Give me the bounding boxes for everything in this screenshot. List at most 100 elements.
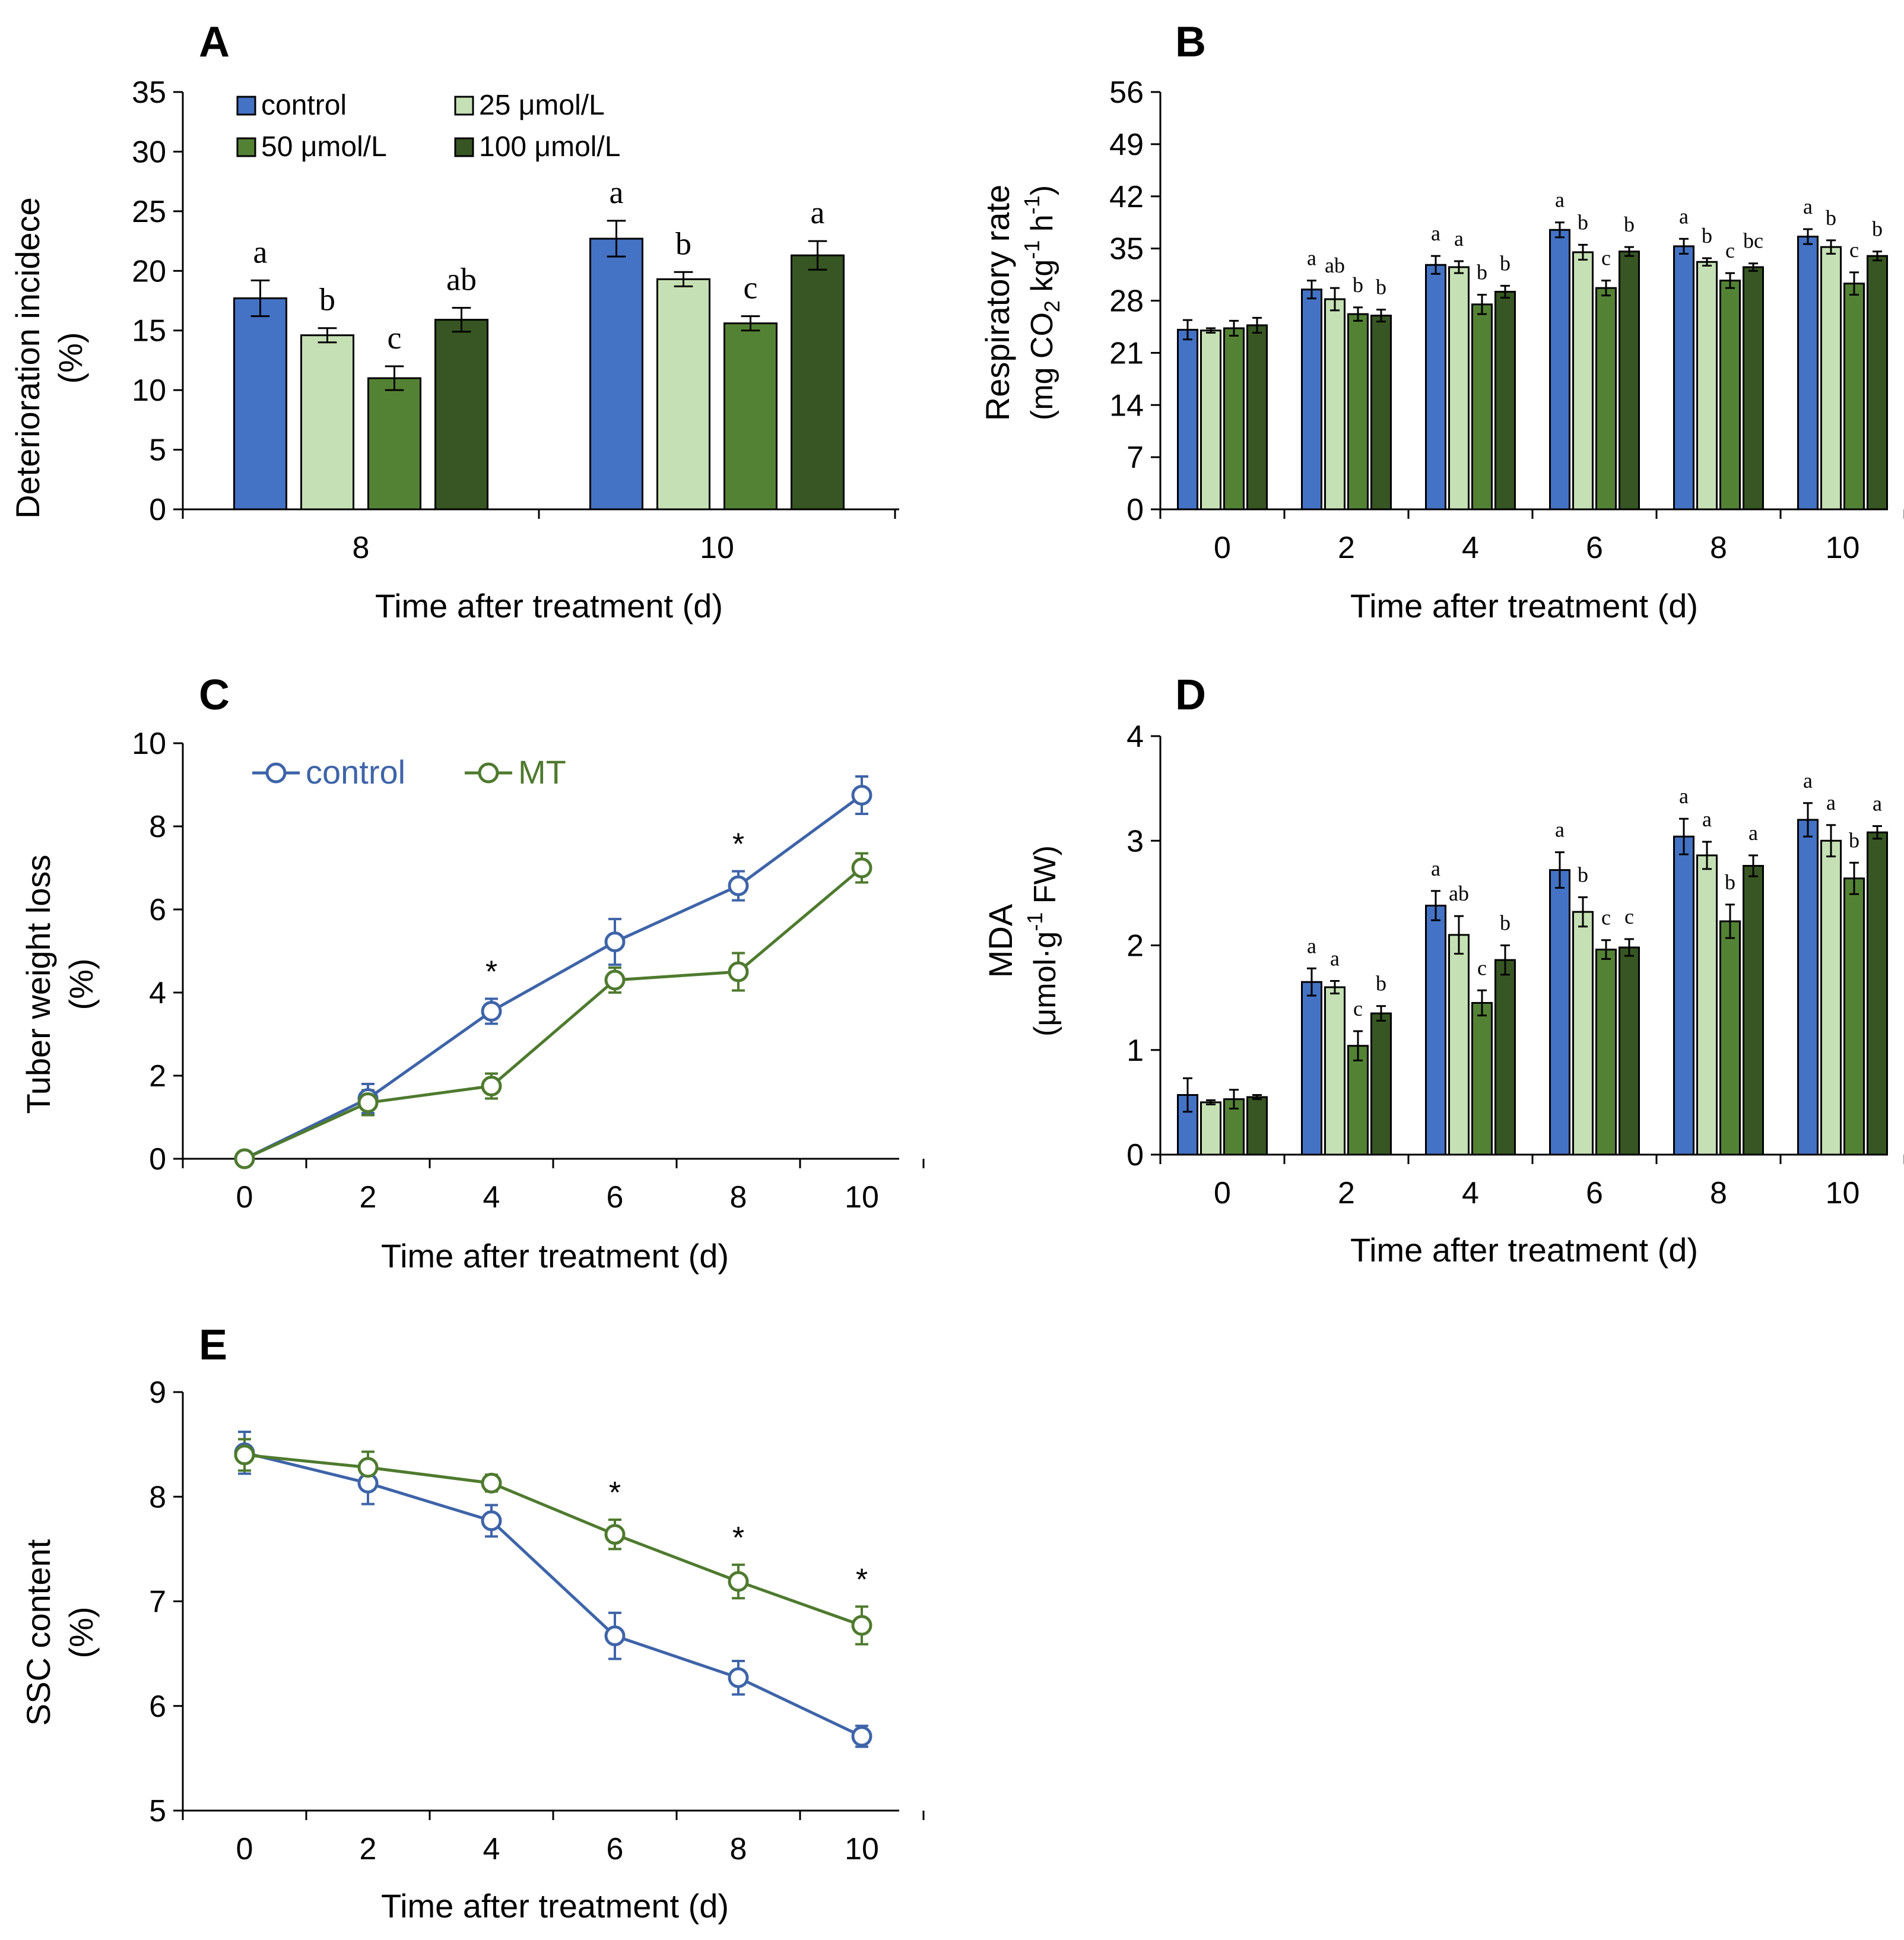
bar <box>1619 946 1640 1156</box>
bar <box>1324 298 1346 511</box>
bar <box>1696 854 1718 1156</box>
y-tick-label: 35 <box>1109 232 1144 267</box>
y-tick-label: 7 <box>1126 440 1144 475</box>
bar <box>791 254 845 511</box>
y-tick-label: 21 <box>1109 336 1144 370</box>
bar <box>1572 251 1594 511</box>
bar <box>1673 245 1694 511</box>
y-tick-label: 42 <box>1109 180 1144 214</box>
x-tick-label: 6 <box>607 1180 624 1215</box>
y-tick-label: 10 <box>132 727 166 761</box>
y-tick-label: 25 <box>132 195 166 229</box>
panel-c-legend: control MT <box>252 753 566 791</box>
significance-letter: ab <box>1325 253 1345 277</box>
significance-letter: b <box>1477 260 1487 284</box>
bar <box>434 319 488 511</box>
y-tick-label: 30 <box>132 135 166 169</box>
significance-letter: a <box>1702 807 1712 831</box>
panel-b-label: B <box>1175 18 1206 66</box>
bar <box>233 297 287 511</box>
significance-letter: a <box>1555 188 1565 212</box>
legend-swatch-100 <box>454 137 474 157</box>
data-point-control <box>604 931 626 953</box>
data-point-mt <box>234 1148 255 1169</box>
bar <box>1843 283 1865 511</box>
data-point-control <box>481 1510 502 1532</box>
data-point-mt <box>604 969 626 991</box>
panel-c-label: C <box>199 671 230 719</box>
bar <box>1177 328 1198 511</box>
y-tick-label: 20 <box>132 254 166 289</box>
data-point-mt <box>234 1444 255 1466</box>
significance-letter: a <box>1431 221 1440 245</box>
bar <box>1347 1045 1369 1156</box>
panel-d-ylabel-post: FW) <box>1028 845 1062 912</box>
panel-d-label: D <box>1175 671 1206 719</box>
bar <box>1820 246 1842 511</box>
panel-d-ylabel-line1: MDA <box>982 904 1019 978</box>
bar <box>1301 289 1322 511</box>
significance-letter: c <box>1477 956 1487 979</box>
panel-c-plot: 0 2 4 6 8 10 0 2 4 6 8 10 * * <box>132 727 925 1215</box>
y-tick-label: 0 <box>149 493 166 527</box>
y-tick-label: 3 <box>1126 824 1144 858</box>
y-tick-label: 35 <box>132 75 166 110</box>
legend-swatch-control <box>236 96 256 116</box>
bar <box>1223 327 1245 511</box>
panel-e-label: E <box>199 1321 227 1369</box>
data-point-mt <box>851 857 872 879</box>
y-tick-label: 15 <box>132 314 166 348</box>
significance-letter: b <box>1849 828 1859 852</box>
legend-marker-mt <box>478 762 499 784</box>
y-tick-label: 7 <box>149 1585 166 1619</box>
bar <box>1595 287 1617 511</box>
data-point-control <box>851 1726 872 1747</box>
x-tick-label: 6 <box>1586 531 1603 565</box>
series-line-control <box>244 1451 863 1738</box>
significance-letter: b <box>1826 206 1836 230</box>
panel-c-ylabel-line1: Tuber weight loss <box>20 855 57 1114</box>
data-point-control <box>604 1625 626 1647</box>
panel-e: E 5 6 7 8 9 0 2 4 6 8 10 * * * Time after treatment (… <box>20 1321 925 1925</box>
significance-letter: a <box>1330 946 1340 970</box>
x-tick-label: 4 <box>1462 1176 1479 1210</box>
y-tick-label: 49 <box>1109 128 1144 162</box>
x-tick-label: 4 <box>483 1180 500 1215</box>
bar <box>1797 819 1819 1156</box>
panel-c-ylabel-line2: (%) <box>62 958 100 1010</box>
significance-letter: a <box>1679 784 1689 808</box>
significance-letter: b <box>319 282 335 318</box>
significance-letter: a <box>811 195 825 230</box>
bar <box>1324 986 1346 1156</box>
significance-star: * <box>732 1521 744 1555</box>
significance-letter: a <box>1803 769 1813 793</box>
panel-e-ylabel-line2: (%) <box>62 1606 100 1658</box>
significance-letter: b <box>1376 972 1386 996</box>
x-tick-label: 10 <box>1826 1176 1860 1210</box>
y-tick-label: 10 <box>132 373 166 408</box>
bar <box>1200 329 1221 511</box>
significance-letter: c <box>1725 239 1735 262</box>
panel-d-ylabel-line2: (μmol·g-1 FW) <box>1023 845 1062 1036</box>
bar <box>1719 280 1741 511</box>
legend-swatch-50 <box>236 137 256 157</box>
significance-letter: c <box>1849 238 1859 262</box>
panel-e-xlabel: Time after treatment (d) <box>381 1887 729 1925</box>
y-tick-label: 8 <box>149 810 166 844</box>
y-tick-label: 14 <box>1109 388 1144 423</box>
panel-b-xlabel: Time after treatment (d) <box>1350 587 1698 625</box>
bar <box>1673 835 1694 1156</box>
panel-b-ylabel-mid2: h <box>1025 214 1059 240</box>
significance-letter: a <box>1873 792 1882 816</box>
significance-letter: c <box>744 270 758 306</box>
x-tick-label: 6 <box>607 1832 624 1866</box>
x-tick-label: 0 <box>236 1180 253 1215</box>
bar <box>1370 1012 1392 1156</box>
bar <box>1471 303 1493 511</box>
bar <box>1867 831 1888 1156</box>
significance-letter: b <box>1578 863 1588 886</box>
